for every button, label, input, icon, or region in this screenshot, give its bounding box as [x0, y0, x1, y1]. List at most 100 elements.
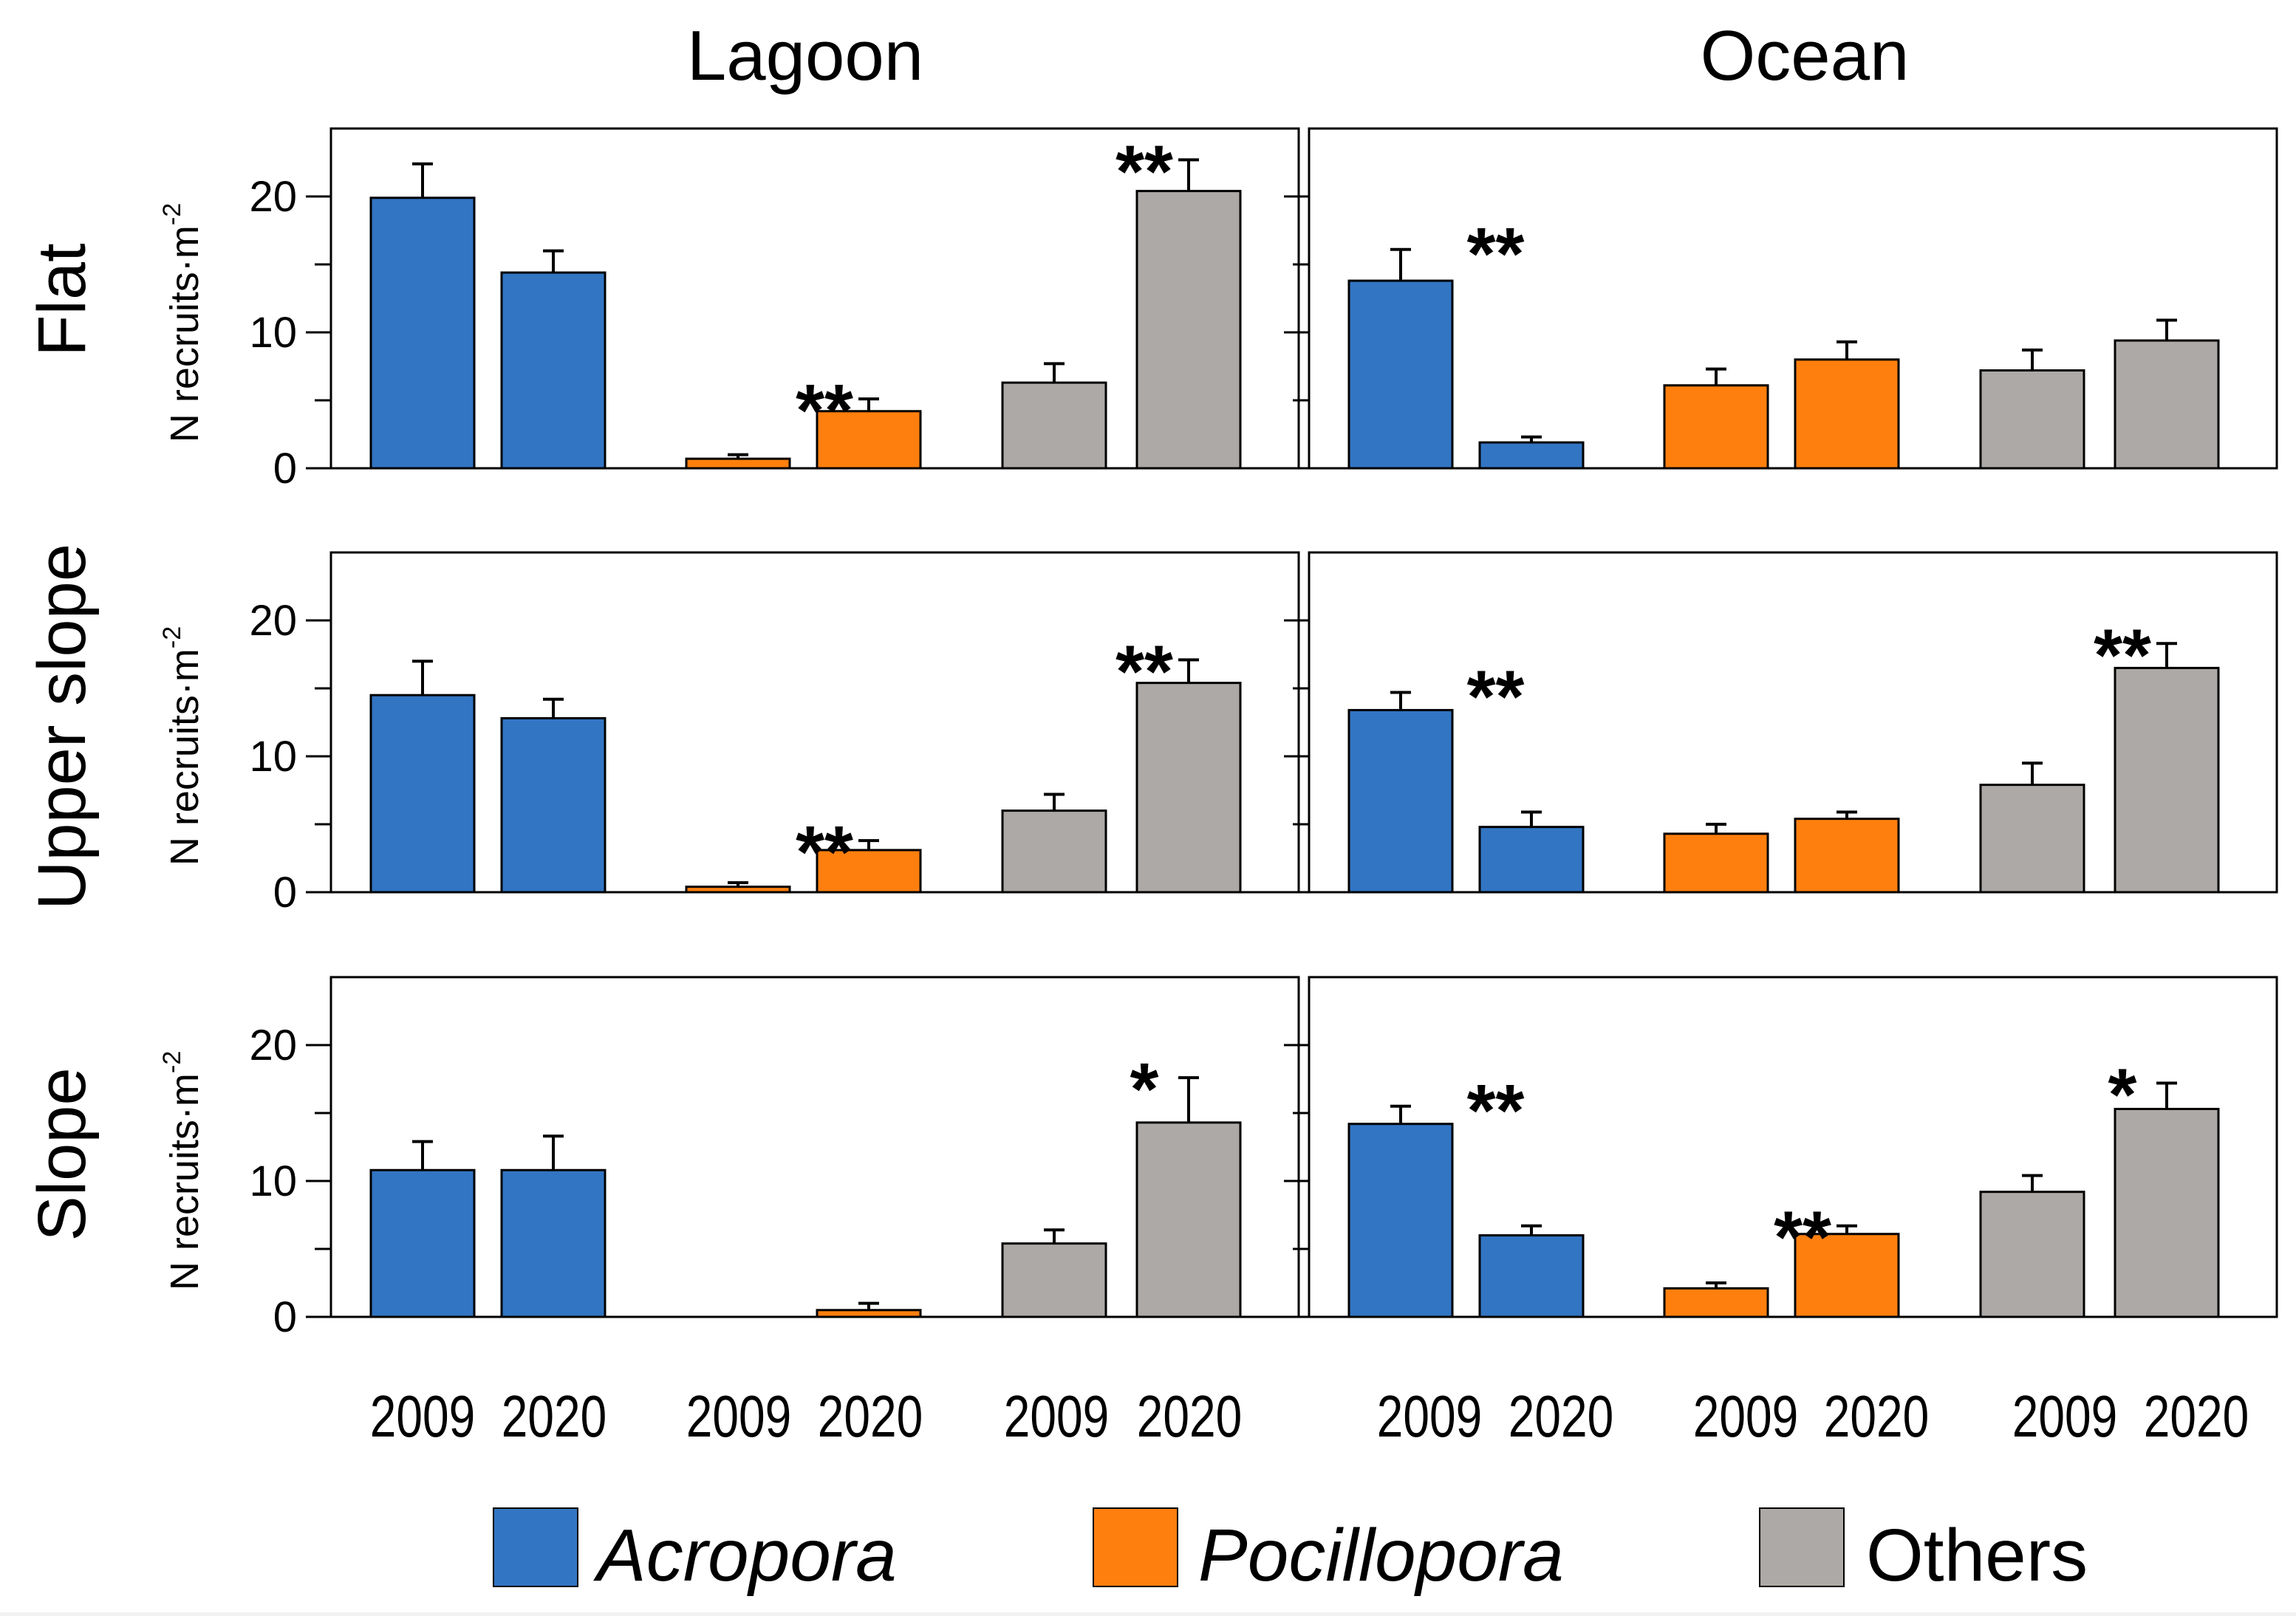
bar-pocillopora-2009: [685, 886, 791, 894]
y-tick-label-10: 10: [249, 309, 297, 357]
significance-others: *: [1130, 1048, 1159, 1131]
x-label-ocean-others-2020: 2020: [2144, 1383, 2249, 1449]
bar-others-2020: [2114, 339, 2220, 470]
legend-label-pocillopora: Pocillopora: [1198, 1514, 1564, 1597]
x-label-ocean-pocillopora-2009: 2009: [1693, 1383, 1798, 1449]
row-title-upper-slope: Upper slope: [24, 544, 100, 910]
bar-others-2009: [1001, 1242, 1107, 1318]
legend-swatch-others: [1759, 1507, 1845, 1587]
x-label-lagoon-others-2020: 2020: [1137, 1383, 1242, 1449]
significance-pocillopora: **: [1774, 1196, 1831, 1279]
panel-lagoon-upper-slope: 0 10 20 ** **: [249, 551, 1300, 917]
panel-frame: [329, 976, 1300, 1318]
bar-others-2020: [1135, 190, 1242, 470]
significance-pocillopora: **: [796, 811, 853, 894]
bar-pocillopora-2009: [685, 457, 791, 470]
panel-ocean-slope: *****: [1284, 976, 2278, 1318]
y-tick-label-20: 20: [249, 173, 297, 221]
panel-ocean-upper-slope: ** **: [1284, 551, 2278, 894]
bar-pocillopora-2020: [1794, 358, 1900, 470]
bar-acropora-2020: [500, 1168, 607, 1318]
bar-acropora-2009: [1347, 708, 1454, 894]
bar-others-2009: [1979, 369, 2085, 470]
x-label-lagoon-pocillopora-2009: 2009: [686, 1383, 791, 1449]
significance-others: *: [2108, 1054, 2137, 1137]
panel-frame: [329, 127, 1300, 470]
y-axis-label-slope: N recruits·m-2: [158, 1051, 207, 1290]
bar-acropora-2020: [1478, 1234, 1585, 1318]
x-label-lagoon-others-2009: 2009: [1004, 1383, 1109, 1449]
bar-pocillopora-2020: [816, 410, 922, 470]
panel-frame: [1308, 976, 2278, 1318]
y-tick-label-20: 20: [249, 1021, 297, 1069]
bar-acropora-2009: [369, 196, 476, 470]
y-axis-label-exponent: -2: [158, 203, 186, 225]
x-label-lagoon-pocillopora-2020: 2020: [818, 1383, 923, 1449]
y-axis-label-flat: N recruits·m-2: [158, 203, 207, 442]
x-label-ocean-pocillopora-2020: 2020: [1824, 1383, 1929, 1449]
y-tick-label-10: 10: [249, 1157, 297, 1205]
panel-frame: [1308, 551, 2278, 894]
bar-others-2009: [1001, 809, 1107, 894]
x-label-lagoon-acropora-2020: 2020: [502, 1383, 607, 1449]
bar-pocillopora-2009: [1663, 1287, 1769, 1318]
panel-frame: [1308, 127, 2278, 470]
bar-pocillopora-2009: [1663, 832, 1769, 894]
y-tick-label-0: 0: [273, 1293, 297, 1341]
bar-others-2009: [1979, 1191, 2085, 1318]
y-axis-label-exponent: -2: [158, 626, 186, 648]
significance-acropora: **: [1467, 213, 1525, 295]
bar-acropora-2009: [369, 694, 476, 894]
y-axis-label-text: N recruits·m: [163, 648, 207, 866]
bar-acropora-2020: [1478, 826, 1585, 894]
bar-others-2009: [1001, 381, 1107, 470]
panel-ocean-flat: **: [1284, 127, 2278, 470]
bar-acropora-2009: [1347, 1123, 1454, 1318]
bar-others-2009: [1979, 784, 2085, 894]
column-title-ocean: Ocean: [1701, 16, 1910, 95]
bar-acropora-2009: [369, 1168, 476, 1318]
bar-others-2020: [2114, 666, 2220, 894]
y-axis-label-exponent: -2: [158, 1051, 186, 1073]
significance-pocillopora: **: [796, 369, 853, 452]
panel-lagoon-flat: 0 10 20 ** **: [249, 127, 1300, 493]
x-label-ocean-acropora-2009: 2009: [1377, 1383, 1482, 1449]
legend-swatch-pocillopora: [1093, 1507, 1178, 1587]
bar-acropora-2020: [1478, 441, 1585, 470]
x-label-lagoon-acropora-2009: 2009: [370, 1383, 475, 1449]
bar-acropora-2009: [1347, 279, 1454, 470]
significance-others: **: [2094, 614, 2151, 696]
significance-others: **: [1115, 630, 1173, 713]
bar-pocillopora-2020: [816, 1309, 922, 1318]
legend-label-acropora: Acropora: [593, 1514, 897, 1597]
y-axis-label-text: N recruits·m: [163, 1073, 207, 1290]
row-title-flat: Flat: [24, 243, 100, 356]
significance-acropora: **: [1467, 656, 1525, 739]
significance-acropora: **: [1467, 1069, 1525, 1152]
bar-others-2020: [2114, 1107, 2220, 1318]
bar-others-2020: [1135, 682, 1242, 894]
y-tick-label-20: 20: [249, 597, 297, 645]
bar-acropora-2020: [500, 271, 607, 470]
y-axis-label-text: N recruits·m: [163, 225, 207, 442]
column-title-lagoon: Lagoon: [687, 16, 923, 95]
x-label-ocean-others-2009: 2009: [2012, 1383, 2117, 1449]
bar-pocillopora-2020: [816, 849, 922, 894]
y-tick-label-0: 0: [273, 869, 297, 917]
y-tick-label-0: 0: [273, 445, 297, 493]
significance-others: **: [1115, 130, 1173, 213]
panel-frame: [329, 551, 1300, 894]
bar-pocillopora-2009: [1663, 384, 1769, 470]
bar-pocillopora-2020: [1794, 818, 1900, 894]
y-tick-label-10: 10: [249, 733, 297, 781]
legend-label-others: Others: [1866, 1514, 2088, 1597]
x-label-ocean-acropora-2020: 2020: [1509, 1383, 1613, 1449]
y-axis-label-upper-slope: N recruits·m-2: [158, 626, 207, 866]
bar-others-2020: [1135, 1121, 1242, 1318]
bar-acropora-2020: [500, 716, 607, 894]
row-title-slope: Slope: [24, 1067, 100, 1241]
legend: Acropora Pocillopora Others: [493, 1507, 2088, 1597]
